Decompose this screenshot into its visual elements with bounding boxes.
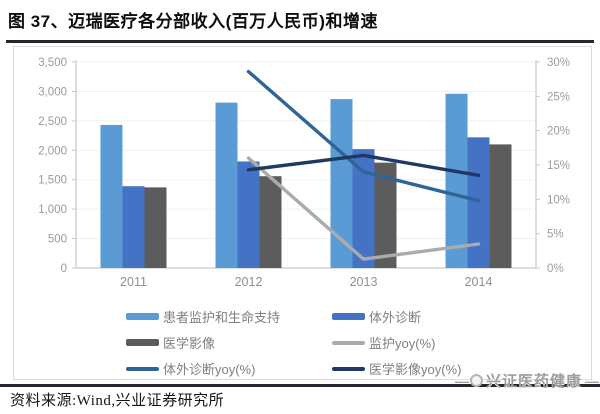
right-tick-label: 10% xyxy=(547,194,570,206)
left-tick-label: 2,000 xyxy=(38,145,67,157)
left-tick-label: 1,000 xyxy=(38,204,67,216)
legend-item-医学影像: 医学影像 xyxy=(126,333,332,352)
legend-item-体外诊断yoy(%): 体外诊断yoy(%) xyxy=(126,359,332,378)
left-tick-label: 3,000 xyxy=(38,86,67,98)
bottom-divider xyxy=(0,384,600,387)
chart-legend: 患者监护和生命支持 体外诊断医学影像 监护yoy(%) 体外诊断yoy(%) 医学影像y… xyxy=(126,307,586,378)
source-text: Wind,兴业证券研究所 xyxy=(76,393,225,409)
legend-swatch-bar xyxy=(126,313,159,320)
bar-体外诊断-2013 xyxy=(352,149,375,268)
left-tick-label: 0 xyxy=(61,263,67,275)
bar-医学影像-2014 xyxy=(489,144,512,268)
bar-体外诊断-2014 xyxy=(467,137,490,268)
right-tick-label: 20% xyxy=(547,126,570,138)
watermark: — 兴证医药健康 — xyxy=(454,370,599,391)
right-tick-label: 25% xyxy=(547,91,570,103)
legend-swatch-bar xyxy=(332,313,365,320)
legend-swatch-line xyxy=(332,366,365,371)
bar-体外诊断-2012 xyxy=(237,161,260,268)
x-category-label: 2013 xyxy=(350,275,378,289)
right-tick-label: 30% xyxy=(547,57,570,69)
legend-label: 医学影像yoy(%) xyxy=(369,362,462,377)
bar-医学影像-2011 xyxy=(144,187,167,268)
legend-item-医学影像yoy(%): 医学影像yoy(%) xyxy=(332,359,586,378)
line-体外诊断yoy(%) xyxy=(246,69,481,203)
bar-患者监护和生命支持-2014 xyxy=(445,93,468,268)
figure-title: 图 37、迈瑞医疗各分部收入(百万人民币)和增速 xyxy=(8,12,378,31)
x-category-label: 2011 xyxy=(120,275,147,289)
legend-label: 医学影像 xyxy=(163,336,216,351)
left-tick-label: 3,500 xyxy=(38,57,67,69)
bar-体外诊断-2011 xyxy=(122,186,145,268)
left-tick-label: 2,500 xyxy=(38,116,67,128)
bar-医学影像-2013 xyxy=(374,162,397,268)
source-label: 资料来源: xyxy=(10,393,77,409)
chart-frame: 0 500 1,000 1,500 2,000 2,500 3,000 3,500 0% 5% 10… xyxy=(13,46,592,380)
legend-swatch-line xyxy=(332,340,365,345)
left-tick-label: 500 xyxy=(48,234,67,246)
source-line: 资料来源:Wind,兴业证券研究所 xyxy=(10,389,224,410)
title-divider xyxy=(6,40,594,43)
left-tick-label: 1,500 xyxy=(38,175,67,187)
legend-label: 体外诊断yoy(%) xyxy=(163,362,256,377)
legend-swatch-line xyxy=(126,366,159,371)
legend-label: 体外诊断 xyxy=(369,310,422,325)
watermark-text: 兴证医药健康 xyxy=(485,373,582,390)
legend-label: 监护yoy(%) xyxy=(369,336,436,351)
x-category-label: 2014 xyxy=(465,275,493,289)
right-tick-label: 15% xyxy=(547,160,570,172)
watermark-circle-logo-icon xyxy=(469,374,483,387)
line-医学影像yoy(%) xyxy=(246,153,481,178)
watermark-dash-right: — xyxy=(585,372,599,389)
bar-患者监护和生命支持-2011 xyxy=(100,124,123,268)
right-tick-label: 0% xyxy=(547,263,564,275)
legend-item-患者监护和生命支持: 患者监护和生命支持 xyxy=(126,307,332,326)
legend-swatch-bar xyxy=(126,339,159,346)
revenue-growth-combo-chart: 0 500 1,000 1,500 2,000 2,500 3,000 3,500 0% 5% 10… xyxy=(38,57,570,289)
legend-item-监护yoy(%): 监护yoy(%) xyxy=(332,333,586,352)
bar-医学影像-2012 xyxy=(259,176,282,268)
bar-患者监护和生命支持-2012 xyxy=(215,102,238,269)
legend-item-体外诊断: 体外诊断 xyxy=(332,307,586,326)
x-category-label: 2012 xyxy=(235,275,263,289)
line-监护yoy(%) xyxy=(246,156,481,261)
legend-label: 患者监护和生命支持 xyxy=(163,310,281,325)
right-tick-label: 5% xyxy=(547,229,564,241)
watermark-dash-left: — xyxy=(454,372,469,389)
bar-患者监护和生命支持-2013 xyxy=(330,99,353,268)
